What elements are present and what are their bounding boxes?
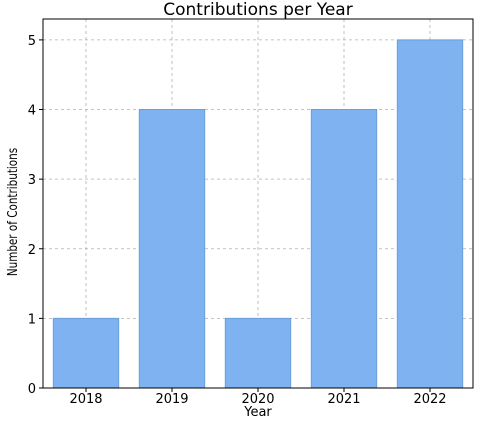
- bar-2021: [310, 109, 378, 389]
- chart-title: Contributions per Year: [163, 0, 352, 20]
- y-tick-label: 2: [28, 243, 36, 258]
- x-axis-label: Year: [243, 405, 272, 420]
- y-axis-label: Number of Contributions: [5, 148, 20, 276]
- bar-2020: [224, 317, 292, 389]
- bar-2018: [52, 317, 120, 389]
- y-tick-label: 0: [28, 382, 36, 397]
- y-tick-label: 1: [28, 312, 36, 327]
- x-tick-label-2022: 2022: [413, 392, 446, 407]
- x-ticks: 2018 2019 2020 2021 2022: [69, 388, 447, 407]
- bar-2022: [396, 39, 464, 389]
- y-tick-label: 3: [28, 173, 36, 188]
- y-ticks: 0 1 2 3 4 5: [28, 34, 43, 397]
- y-tick-label: 4: [28, 104, 36, 119]
- bars: [52, 39, 464, 389]
- x-tick-label-2019: 2019: [155, 392, 188, 407]
- y-tick-label: 5: [28, 34, 36, 49]
- x-tick-label-2021: 2021: [327, 392, 360, 407]
- bar-2019: [138, 109, 206, 389]
- x-tick-label-2018: 2018: [69, 392, 102, 407]
- x-tick-label-2020: 2020: [241, 392, 274, 407]
